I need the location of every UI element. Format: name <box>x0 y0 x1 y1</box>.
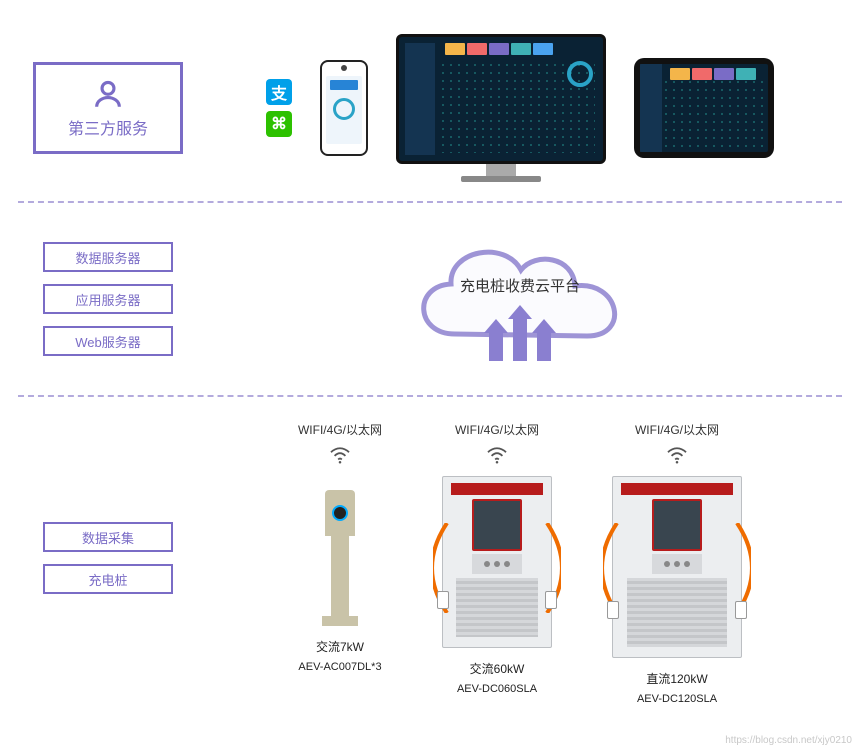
third-party-service-box: 第三方服务 <box>33 62 183 154</box>
third-party-service-label: 第三方服务 <box>68 115 148 139</box>
dc-charger-60kw-cabinet <box>442 476 552 648</box>
web-server-box: Web服务器 <box>43 326 173 356</box>
conn-label-3: WIFI/4G/以太网 <box>635 421 719 438</box>
wechat-icon: ⌘ <box>266 111 292 137</box>
dc-charger-120kw-cabinet <box>612 476 742 658</box>
charger-2-model: AEV-DC060SLA <box>457 683 537 695</box>
cloud-platform: 充电桩收费云平台 <box>390 219 650 379</box>
payment-app-icons: 支 ⌘ <box>266 79 292 137</box>
dashboard-cards <box>445 43 597 55</box>
wifi-icon <box>666 446 688 464</box>
data-collection-box: 数据采集 <box>43 522 173 552</box>
divider-2 <box>18 395 842 397</box>
smartphone <box>320 60 368 156</box>
conn-label-1: WIFI/4G/以太网 <box>298 421 382 438</box>
wifi-icon <box>329 446 351 464</box>
tier1-devices: 支 ⌘ <box>198 34 842 182</box>
charger-120kw: WIFI/4G/以太网 直流120kW AEV-DC120SLA <box>612 421 742 705</box>
app-server-box: 应用服务器 <box>43 284 173 314</box>
conn-label-2: WIFI/4G/以太网 <box>455 421 539 438</box>
upload-arrows-icon <box>489 317 551 361</box>
tier-chargers: 数据采集 充电桩 WIFI/4G/以太网 交流7kW AEV-AC007DL*3… <box>18 403 842 713</box>
tier3-labels: 数据采集 充电桩 <box>18 522 198 594</box>
divider-1 <box>18 201 842 203</box>
data-server-box: 数据服务器 <box>43 242 173 272</box>
wifi-icon <box>486 446 508 464</box>
tier1-labels: 第三方服务 <box>18 62 198 154</box>
tier-client: 第三方服务 支 ⌘ <box>18 20 842 195</box>
alipay-icon: 支 <box>266 79 292 105</box>
cloud-label: 充电桩收费云平台 <box>460 275 580 296</box>
charger-3-model: AEV-DC120SLA <box>637 693 717 705</box>
tablet <box>634 58 774 158</box>
tier2-labels: 数据服务器 应用服务器 Web服务器 <box>18 242 198 356</box>
charger-2-name: 交流60kW <box>470 660 525 677</box>
charging-pile-box: 充电桩 <box>43 564 173 594</box>
charger-7kw: WIFI/4G/以太网 交流7kW AEV-AC007DL*3 <box>298 421 382 673</box>
charger-1-name: 交流7kW <box>316 638 364 655</box>
charger-3-name: 直流120kW <box>646 670 707 687</box>
charger-1-model: AEV-AC007DL*3 <box>298 661 381 673</box>
tier-cloud: 数据服务器 应用服务器 Web服务器 充电桩收费云平台 <box>18 209 842 389</box>
desktop-monitor <box>396 34 606 182</box>
user-icon <box>91 77 125 111</box>
charger-60kw: WIFI/4G/以太网 交流60kW AEV-DC060SLA <box>442 421 552 695</box>
watermark: https://blog.csdn.net/xjy0210 <box>725 735 852 746</box>
ac-charger-post <box>322 476 358 626</box>
